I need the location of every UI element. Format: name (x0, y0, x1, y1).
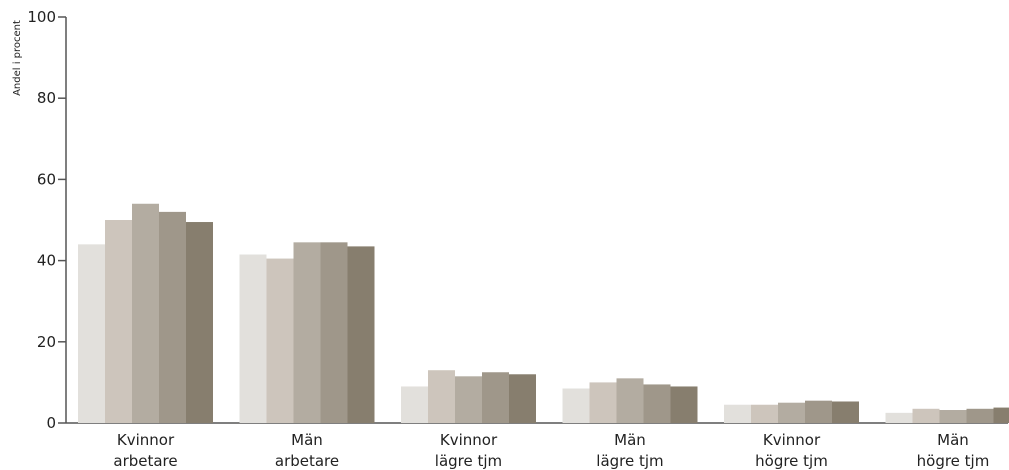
category-label: arbetare (275, 452, 339, 470)
bar-3-series-2 (428, 370, 455, 423)
y-tick-label: 60 (37, 170, 56, 188)
bar-3-series-1 (401, 386, 428, 423)
category-label: högre tjm (917, 452, 990, 470)
bar-5-series-4 (805, 400, 832, 423)
bar-1-series-3 (132, 203, 159, 423)
bar-2-series-5 (347, 246, 375, 423)
y-tick-label: 0 (46, 414, 56, 432)
bar-6-series-1 (885, 412, 913, 423)
bar-4-series-3 (616, 378, 644, 423)
bar-6-series-3 (939, 410, 967, 423)
bar-1-series-5 (186, 222, 213, 423)
y-tick-label: 80 (37, 89, 56, 107)
bar-4-series-5 (670, 386, 698, 423)
y-tick-label: 20 (37, 333, 56, 351)
category-label: lägre tjm (435, 452, 502, 470)
bar-2-series-3 (293, 242, 321, 423)
bar-5-series-5 (832, 401, 859, 423)
category-label: Kvinnor (440, 431, 498, 449)
category-label: Kvinnor (763, 431, 821, 449)
bar-4-series-4 (643, 384, 671, 423)
category-label: Män (291, 431, 323, 449)
bar-3-series-5 (509, 374, 536, 423)
y-tick-label: 100 (27, 8, 56, 26)
category-label: Män (937, 431, 969, 449)
category-label: Kvinnor (117, 431, 175, 449)
category-label: lägre tjm (596, 452, 663, 470)
category-label: Män (614, 431, 646, 449)
category-label: högre tjm (755, 452, 828, 470)
bar-4-series-1 (562, 388, 590, 423)
bar-1-series-2 (105, 220, 132, 423)
bar-5-series-3 (778, 402, 805, 423)
bar-6-series-5 (993, 407, 1009, 423)
bar-5-series-2 (751, 404, 778, 423)
bar-6-series-4 (966, 408, 994, 423)
bar-6-series-2 (912, 408, 940, 423)
bar-3-series-3 (455, 376, 482, 423)
category-label: arbetare (113, 452, 177, 470)
bar-1-series-1 (78, 244, 105, 423)
bar-5-series-1 (724, 404, 751, 423)
bar-2-series-4 (320, 242, 348, 423)
bar-4-series-2 (589, 382, 617, 423)
bar-3-series-4 (482, 372, 509, 423)
y-tick-label: 40 (37, 252, 56, 270)
bar-2-series-2 (266, 258, 294, 423)
bar-2-series-1 (239, 254, 267, 423)
y-axis-label: Andel i procent (12, 20, 23, 96)
bar-1-series-4 (159, 211, 186, 423)
